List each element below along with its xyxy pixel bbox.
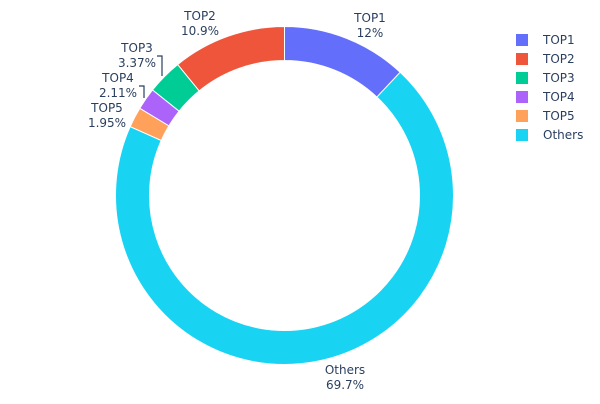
legend-item-top1[interactable]: TOP1 xyxy=(516,33,575,47)
legend-label: TOP4 xyxy=(542,90,575,104)
legend-item-top5[interactable]: TOP5 xyxy=(516,109,575,123)
legend-swatch xyxy=(516,91,528,103)
legend-swatch xyxy=(516,110,528,122)
legend-item-top4[interactable]: TOP4 xyxy=(516,90,575,104)
slice-label-top5: TOP5 xyxy=(90,101,123,115)
legend-item-top3[interactable]: TOP3 xyxy=(516,71,575,85)
slice-value-top1: 12% xyxy=(357,26,384,40)
slice-value-top5: 1.95% xyxy=(88,116,126,130)
slice-label-top2: TOP2 xyxy=(183,9,216,23)
leader-line-top3 xyxy=(157,55,163,76)
legend-swatch xyxy=(516,34,528,46)
slice-label-top3: TOP3 xyxy=(120,41,153,55)
legend-label: Others xyxy=(543,128,583,142)
legend-label: TOP2 xyxy=(542,52,575,66)
slice-others[interactable] xyxy=(115,71,454,365)
legend-label: TOP1 xyxy=(542,33,575,47)
slice-label-top1: TOP1 xyxy=(353,11,386,25)
leader-line-top4 xyxy=(139,85,145,98)
slice-value-top3: 3.37% xyxy=(118,56,156,70)
slice-value-top2: 10.9% xyxy=(181,24,219,38)
legend-item-others[interactable]: Others xyxy=(516,128,583,142)
slice-label-others: Others xyxy=(325,363,365,377)
legend-swatch xyxy=(516,72,528,84)
slice-value-others: 69.7% xyxy=(326,378,364,392)
slice-value-top4: 2.11% xyxy=(99,86,137,100)
legend-item-top2[interactable]: TOP2 xyxy=(516,52,575,66)
legend-label: TOP5 xyxy=(542,109,575,123)
slice-label-top4: TOP4 xyxy=(101,71,134,85)
legend-label: TOP3 xyxy=(542,71,575,85)
legend-swatch xyxy=(516,53,528,65)
legend-swatch xyxy=(516,129,528,141)
